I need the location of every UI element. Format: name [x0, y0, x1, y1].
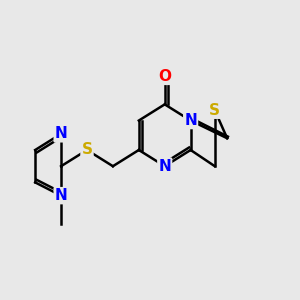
Text: N: N [158, 159, 171, 174]
Text: O: O [158, 69, 171, 84]
Text: N: N [55, 188, 68, 203]
Text: N: N [184, 113, 197, 128]
Text: S: S [82, 142, 92, 158]
Text: N: N [55, 126, 68, 141]
Text: S: S [209, 103, 220, 118]
